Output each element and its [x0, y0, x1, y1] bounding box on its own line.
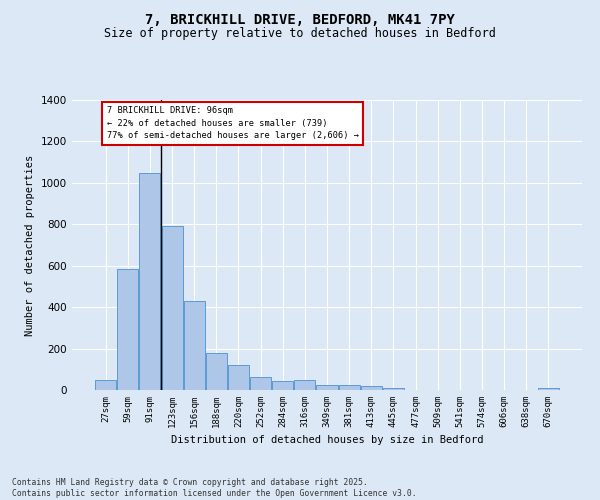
Bar	[361, 386, 382, 390]
Bar	[316, 385, 338, 390]
Bar	[139, 173, 160, 390]
Bar	[95, 380, 116, 390]
Y-axis label: Number of detached properties: Number of detached properties	[25, 154, 35, 336]
Text: 7 BRICKHILL DRIVE: 96sqm
← 22% of detached houses are smaller (739)
77% of semi-: 7 BRICKHILL DRIVE: 96sqm ← 22% of detach…	[107, 106, 359, 140]
Text: Size of property relative to detached houses in Bedford: Size of property relative to detached ho…	[104, 28, 496, 40]
Bar	[250, 376, 271, 390]
Bar	[383, 388, 404, 390]
Bar	[118, 269, 139, 390]
Bar	[184, 301, 205, 390]
X-axis label: Distribution of detached houses by size in Bedford: Distribution of detached houses by size …	[171, 436, 483, 446]
Bar	[295, 380, 316, 390]
Text: 7, BRICKHILL DRIVE, BEDFORD, MK41 7PY: 7, BRICKHILL DRIVE, BEDFORD, MK41 7PY	[145, 12, 455, 26]
Bar	[228, 365, 249, 390]
Text: Contains HM Land Registry data © Crown copyright and database right 2025.
Contai: Contains HM Land Registry data © Crown c…	[12, 478, 416, 498]
Bar	[161, 226, 182, 390]
Bar	[338, 385, 359, 390]
Bar	[538, 388, 559, 390]
Bar	[272, 380, 293, 390]
Bar	[206, 352, 227, 390]
